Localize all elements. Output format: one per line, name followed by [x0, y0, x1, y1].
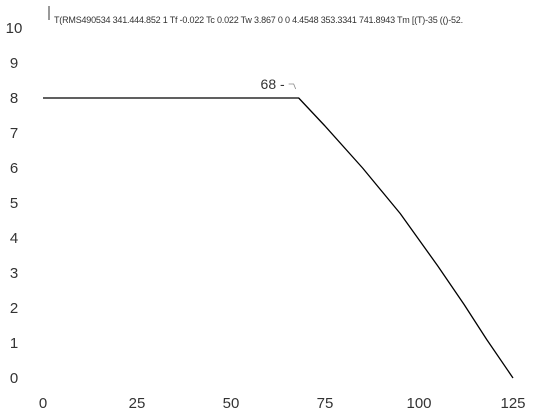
series-line [43, 98, 513, 378]
y-tick-label: 9 [10, 55, 18, 72]
annotation-label: 68 - [261, 76, 285, 92]
y-tick-label: 0 [10, 370, 18, 387]
y-tick-label: 8 [10, 90, 18, 107]
x-tick-label: 25 [129, 395, 146, 412]
annotation-leader [289, 84, 296, 89]
x-tick-label: 125 [500, 395, 525, 412]
y-axis-ticks: 0 1 2 3 4 5 6 7 8 9 10 [6, 20, 23, 387]
y-tick-label: 2 [10, 300, 18, 317]
x-axis-ticks: 0 25 50 75 100 125 [39, 395, 526, 412]
header-label: T(RMS490534 341.444.852 1 Tf -0.022 Tc 0… [54, 15, 463, 25]
plot-area: 68 - [43, 76, 513, 378]
x-tick-label: 0 [39, 395, 47, 412]
x-tick-label: 50 [223, 395, 240, 412]
y-tick-label: 5 [10, 195, 18, 212]
y-tick-label: 3 [10, 265, 18, 282]
x-tick-label: 75 [317, 395, 334, 412]
y-tick-label: 4 [10, 230, 18, 247]
y-tick-label: 1 [10, 335, 18, 352]
y-tick-label: 7 [10, 125, 18, 142]
x-tick-label: 100 [406, 395, 431, 412]
y-tick-label: 10 [6, 20, 23, 37]
y-tick-label: 6 [10, 160, 18, 177]
